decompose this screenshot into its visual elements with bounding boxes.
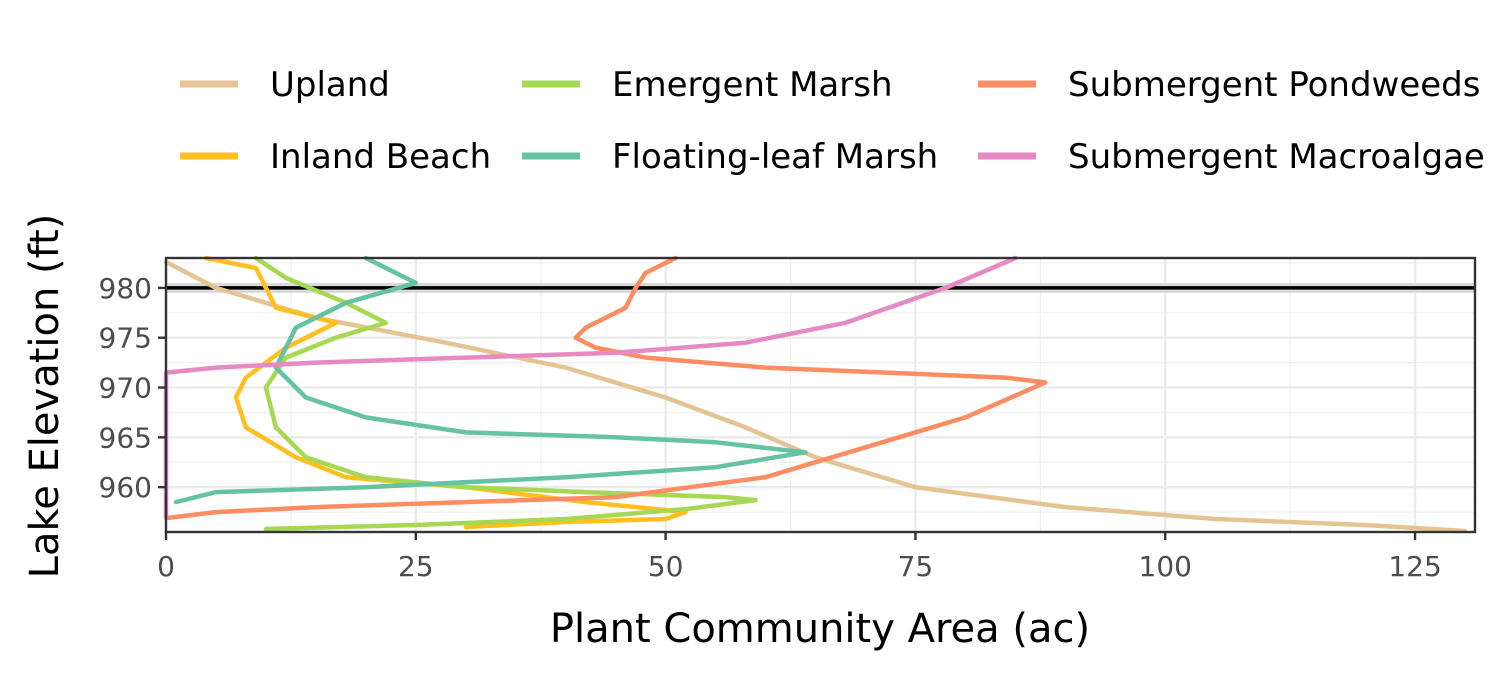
y-axis-ticks: 960 965 970 975 980 — [99, 272, 166, 504]
series-lines — [163, 255, 1468, 534]
legend-label: Inland Beach — [270, 137, 491, 177]
panel-frame — [164, 256, 1477, 534]
legend-item-inland-beach: Inland Beach — [180, 137, 491, 177]
legend-item-submergent-macroalgae: Submergent Macroalgae — [978, 137, 1485, 177]
legend-label: Floating-leaf Marsh — [612, 137, 938, 177]
legend-label: Submergent Macroalgae — [1068, 137, 1485, 177]
series-line-upland — [163, 259, 1468, 534]
x-axis-ticks: 0 25 50 75 100 125 — [157, 532, 1442, 583]
series-line-inland-beach — [203, 255, 688, 530]
legend-item-upland: Upland — [180, 65, 390, 105]
legend-item-submergent-pondweeds: Submergent Pondweeds — [978, 65, 1480, 105]
x-tick-label: 100 — [1139, 550, 1192, 583]
reference-line-group — [166, 282, 1475, 293]
series-line-floating-leaf-marsh — [173, 255, 808, 505]
y-tick-label: 965 — [99, 421, 152, 454]
x-axis-title: Plant Community Area (ac) — [550, 606, 1090, 652]
y-tick-label: 960 — [99, 471, 152, 504]
series-line-emergent-marsh — [253, 255, 758, 532]
legend: Upland Inland Beach Emergent Marsh Floating… — [180, 65, 1485, 177]
y-tick-label: 975 — [99, 322, 152, 355]
legend-item-emergent-marsh: Emergent Marsh — [522, 65, 893, 105]
x-tick-label: 50 — [648, 550, 684, 583]
legend-label: Emergent Marsh — [612, 65, 893, 105]
y-tick-label: 980 — [99, 272, 152, 305]
y-tick-label: 970 — [99, 372, 152, 405]
x-tick-label: 75 — [898, 550, 934, 583]
legend-label: Upland — [270, 65, 390, 105]
y-axis-title: Lake Elevation (ft) — [22, 214, 68, 579]
x-tick-label: 25 — [398, 550, 434, 583]
x-tick-label: 0 — [157, 550, 175, 583]
series-line-submergent-pondweeds — [163, 255, 1048, 521]
panel-border — [164, 256, 1477, 534]
legend-item-floating-leaf-marsh: Floating-leaf Marsh — [522, 137, 938, 177]
x-tick-label: 125 — [1388, 550, 1441, 583]
legend-label: Submergent Pondweeds — [1068, 65, 1480, 105]
